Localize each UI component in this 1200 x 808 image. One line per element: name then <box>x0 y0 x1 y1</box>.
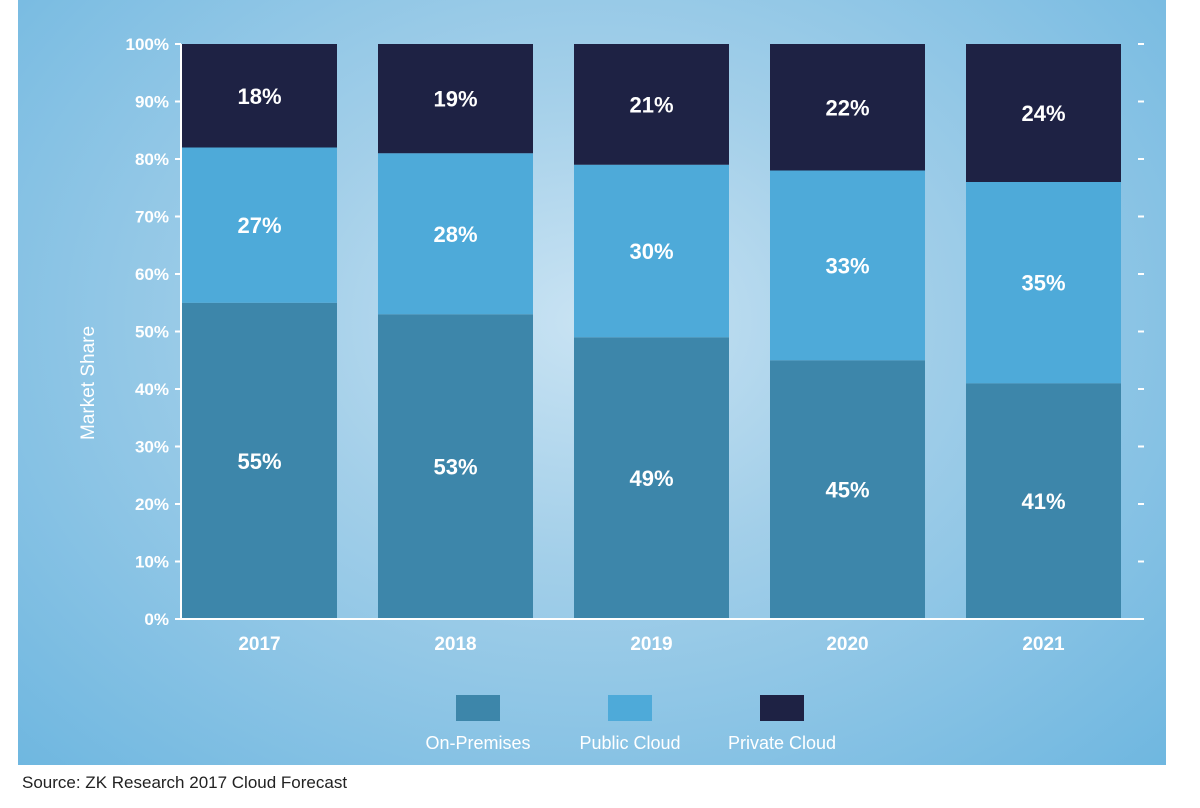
bar-segment-public-cloud-2020 <box>770 170 925 361</box>
y-tick-label: 100% <box>126 35 169 54</box>
bar-segment-private-cloud-2018 <box>378 44 533 154</box>
y-tick-label: 50% <box>135 323 169 342</box>
legend-label: On-Premises <box>425 733 530 753</box>
bar-segment-public-cloud-2019 <box>574 164 729 338</box>
x-tick-label: 2017 <box>238 634 280 655</box>
bars-group: 55% 27% 18% 53% 28% 19% 49% 30% 21% 45% 33% 22% 41% 3… <box>182 44 1121 619</box>
y-tick-label: 10% <box>135 553 169 572</box>
data-label: 18% <box>237 84 281 109</box>
x-tick-label: 2018 <box>434 634 476 655</box>
data-label: 30% <box>629 239 673 264</box>
bar-segment-on-premises-2021 <box>966 383 1121 619</box>
data-label: 24% <box>1021 101 1065 126</box>
bar-segment-private-cloud-2021 <box>966 44 1121 182</box>
bar-segment-public-cloud-2021 <box>966 182 1121 384</box>
bar-segment-private-cloud-2019 <box>574 44 729 165</box>
bar-segment-on-premises-2018 <box>378 314 533 619</box>
data-label: 41% <box>1021 489 1065 514</box>
bar-segment-private-cloud-2020 <box>770 44 925 171</box>
y-tick-label: 70% <box>135 208 169 227</box>
legend-swatch <box>760 695 804 721</box>
data-label: 33% <box>825 253 869 278</box>
y-tick-label: 20% <box>135 495 169 514</box>
chart-panel: Market Share 0% 10% 20% 30% 40% 50% 60% 70% 80% 9… <box>18 0 1166 765</box>
legend: On-Premises Public Cloud Private Cloud <box>425 695 836 753</box>
data-label: 22% <box>825 95 869 120</box>
data-label: 27% <box>237 213 281 238</box>
legend-swatch <box>456 695 500 721</box>
data-label: 28% <box>433 222 477 247</box>
y-tick-label: 40% <box>135 380 169 399</box>
y-tick-label: 0% <box>144 610 169 629</box>
bar-segment-on-premises-2020 <box>770 360 925 619</box>
data-label: 21% <box>629 92 673 117</box>
x-tick-label: 2021 <box>1022 634 1065 655</box>
data-label: 45% <box>825 478 869 503</box>
y-axis-label: Market Share <box>78 326 99 440</box>
x-tick-label: 2019 <box>630 634 672 655</box>
bar-segment-on-premises-2019 <box>574 337 729 619</box>
x-tick-label: 2020 <box>826 634 868 655</box>
y-tick-label: 30% <box>135 438 169 457</box>
bar-segment-private-cloud-2017 <box>182 44 337 148</box>
data-label: 49% <box>629 466 673 491</box>
data-label: 19% <box>433 87 477 112</box>
y-tick-label: 60% <box>135 265 169 284</box>
y-tick-label: 90% <box>135 93 169 112</box>
data-label: 35% <box>1021 271 1065 296</box>
data-label: 55% <box>237 449 281 474</box>
bar-segment-on-premises-2017 <box>182 302 337 619</box>
y-tick-label: 80% <box>135 150 169 169</box>
stacked-bar-chart: Market Share 0% 10% 20% 30% 40% 50% 60% 70% 80% 9… <box>78 35 1144 753</box>
bar-segment-public-cloud-2017 <box>182 147 337 303</box>
bar-segment-public-cloud-2018 <box>378 153 533 315</box>
data-label: 53% <box>433 455 477 480</box>
legend-swatch <box>608 695 652 721</box>
source-note: Source: ZK Research 2017 Cloud Forecast <box>22 773 348 792</box>
legend-label: Private Cloud <box>728 733 836 753</box>
x-axis-labels: 2017 2018 2019 2020 2021 <box>238 634 1065 655</box>
legend-label: Public Cloud <box>579 733 680 753</box>
